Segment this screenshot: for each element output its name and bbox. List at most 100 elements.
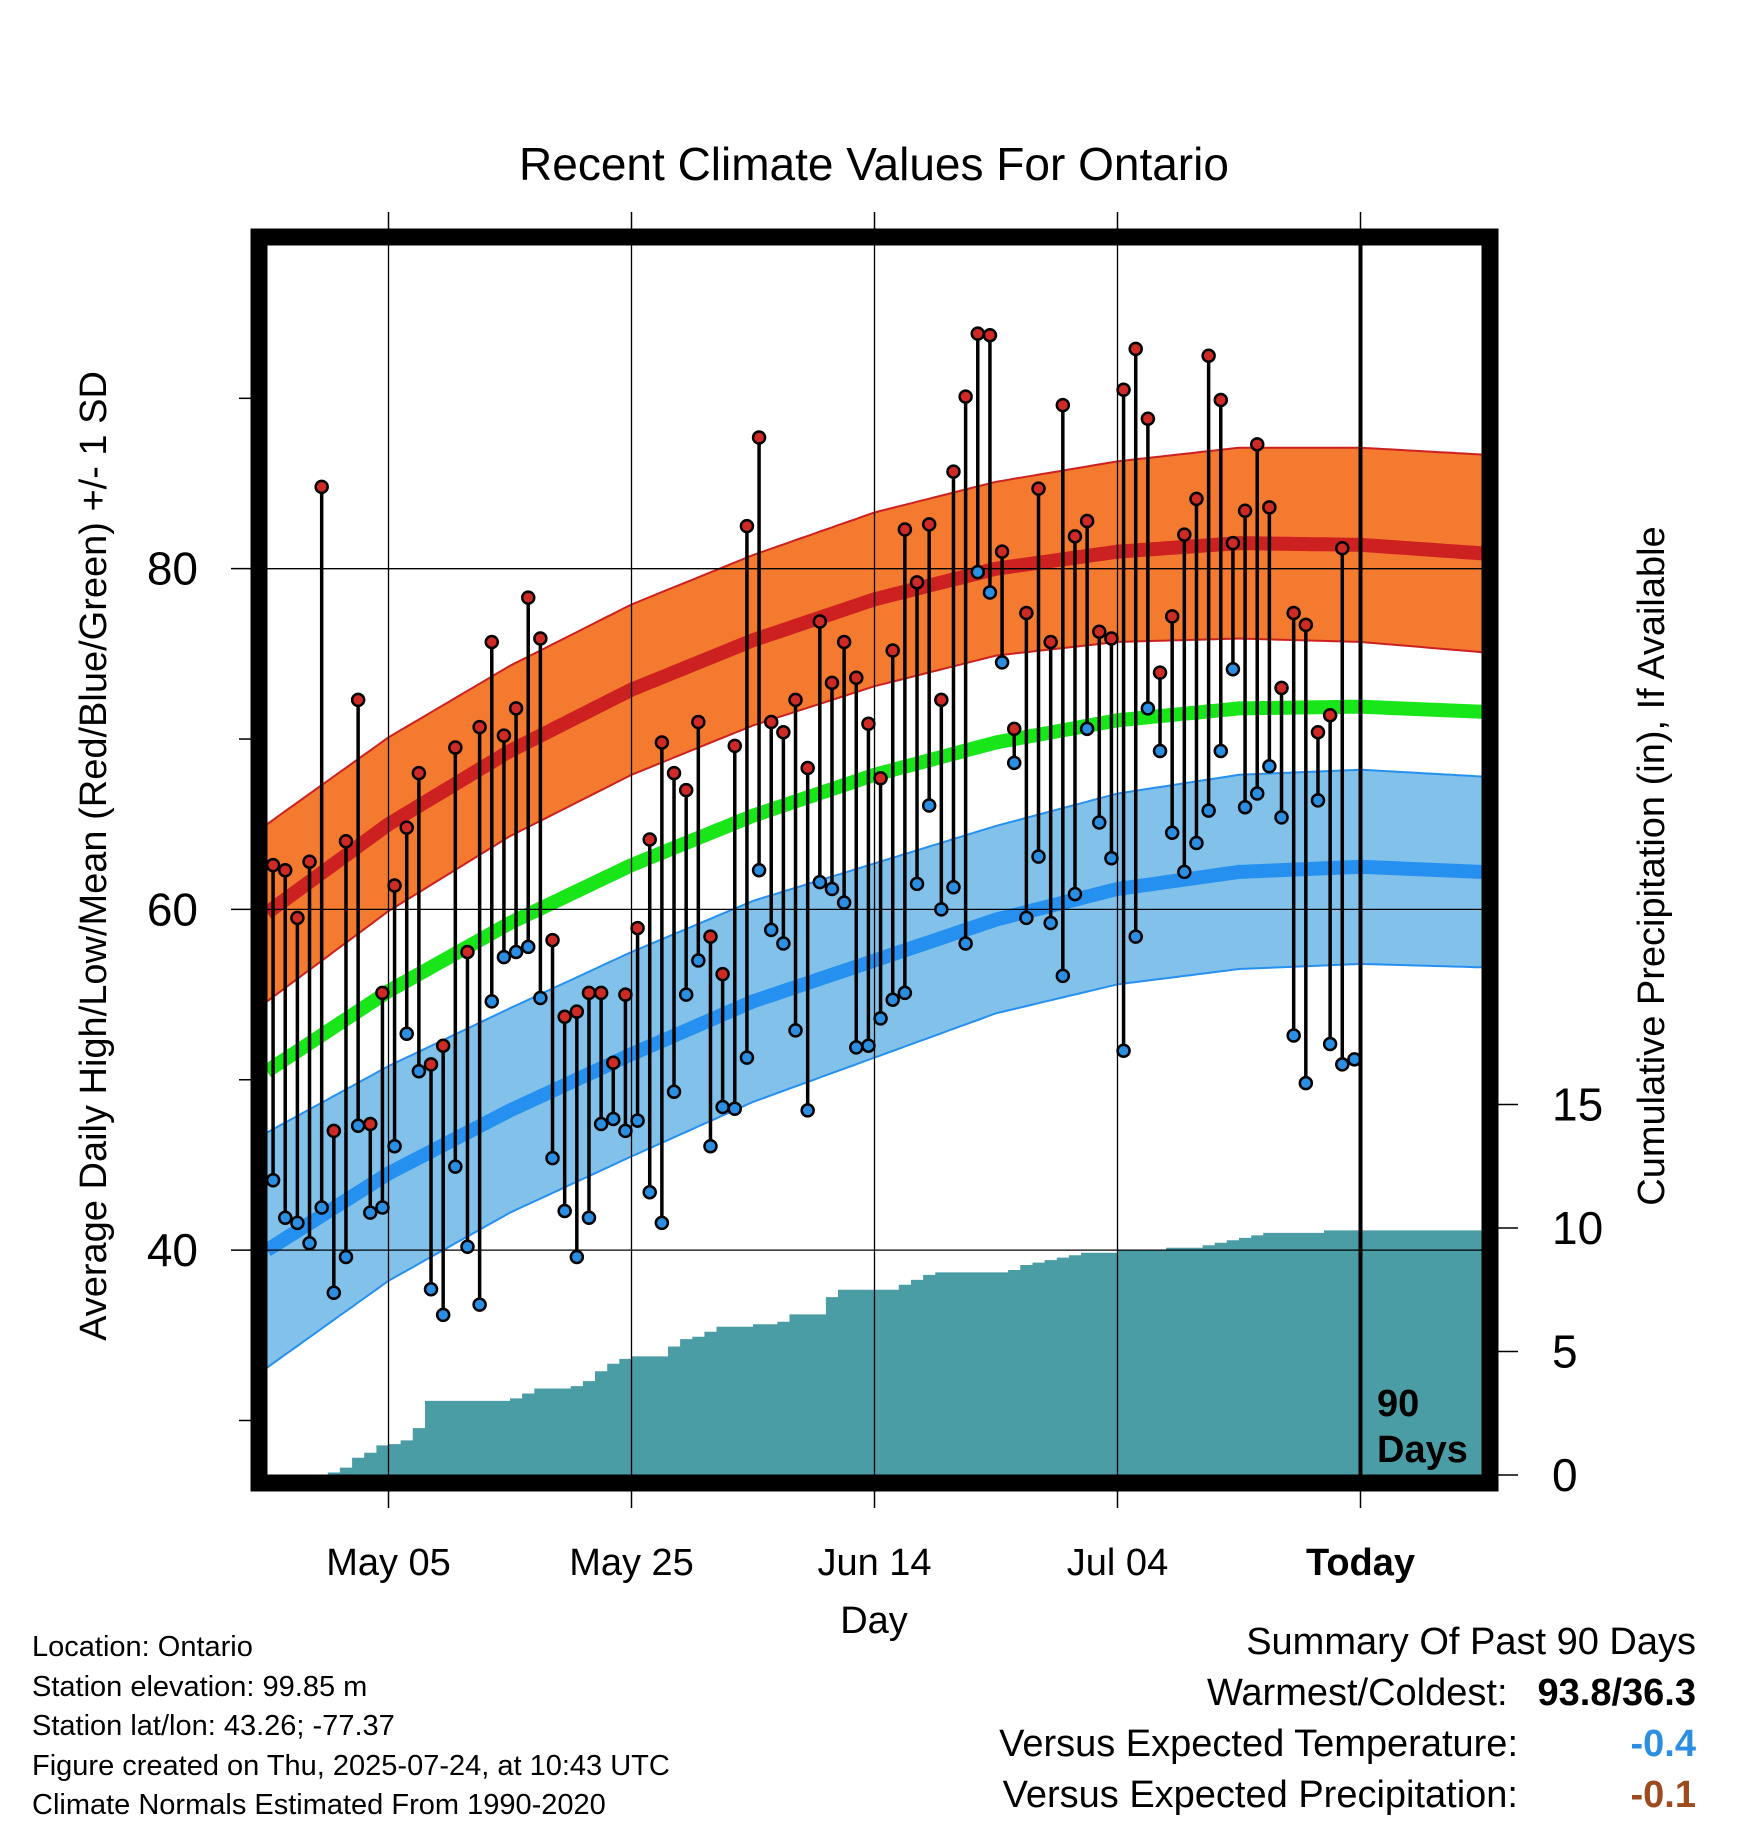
y-axis-label: Average Daily High/Low/Mean (Red/Blue/Gr… — [73, 371, 115, 1341]
daily-low-point — [678, 987, 694, 1002]
temp-anomaly-label: Versus Expected Temperature: — [999, 1723, 1518, 1765]
daily-high-point — [630, 920, 645, 936]
daily-high-point — [472, 719, 487, 735]
daily-low-point — [800, 1103, 815, 1118]
daily-low-point — [508, 944, 524, 960]
daily-high-point — [1286, 605, 1301, 621]
plot-frame — [250, 228, 1499, 1492]
daily-high-point — [776, 724, 791, 740]
daily-high-point — [557, 1009, 572, 1024]
daily-low-point — [1031, 849, 1046, 864]
daily-low-point — [1286, 1028, 1301, 1043]
daily-low-point — [302, 1236, 317, 1251]
daily-low-point — [666, 1084, 682, 1099]
precip-anomaly-label: Versus Expected Precipitation: — [1002, 1774, 1518, 1816]
daily-high-point — [921, 517, 937, 532]
daily-low-point — [630, 1113, 645, 1128]
daily-low-point — [994, 655, 1010, 670]
y-tick-label: 40 — [147, 1224, 198, 1276]
warmest-coldest-row: Warmest/Coldest: 93.8/36.3 — [999, 1668, 1696, 1719]
daily-low-point — [1067, 886, 1083, 902]
daily-high-point — [338, 834, 354, 849]
daily-low-point — [290, 1215, 305, 1231]
daily-low-point — [435, 1307, 451, 1323]
daily-high-point — [1298, 617, 1314, 633]
y2-axis-label: Cumulative Precipitation (in), If Availa… — [1631, 526, 1673, 1205]
daily-low-point — [581, 1210, 597, 1226]
daily-low-point — [1043, 915, 1058, 931]
daily-high-point — [1152, 665, 1168, 680]
chart-title: Recent Climate Values For Ontario — [519, 138, 1229, 190]
daily-low-point — [1310, 793, 1326, 808]
daily-low-point — [1055, 968, 1071, 984]
daily-high-point — [873, 770, 888, 786]
daily-high-point — [520, 590, 536, 605]
daily-high-point — [618, 987, 633, 1002]
daily-low-point — [1177, 864, 1192, 880]
daily-high-point — [1335, 540, 1350, 556]
daily-high-point — [314, 479, 329, 495]
daily-high-point — [1164, 609, 1180, 624]
daily-low-point — [1225, 661, 1241, 677]
daily-high-point — [326, 1123, 342, 1139]
daily-low-point — [1298, 1075, 1314, 1091]
daily-low-point — [836, 895, 852, 910]
daily-high-point — [885, 643, 900, 658]
daily-high-point — [1006, 721, 1022, 737]
daily-low-point — [399, 1026, 414, 1042]
y2-tick-label: 10 — [1552, 1202, 1603, 1254]
summary-heading: Summary Of Past 90 Days — [1246, 1621, 1696, 1663]
latlon-text: Station lat/lon: 43.26; -77.37 — [32, 1710, 395, 1742]
daily-high-point — [1225, 535, 1241, 551]
daily-high-point — [508, 701, 524, 716]
daily-high-point — [1310, 724, 1326, 740]
temp-anomaly-value: -0.4 — [1630, 1723, 1696, 1765]
daily-low-point — [1116, 1043, 1131, 1059]
normals-text: Climate Normals Estimated From 1990-2020 — [32, 1789, 606, 1821]
y-tick-label: 60 — [147, 883, 198, 935]
daily-low-point — [1128, 929, 1143, 944]
daily-high-point — [824, 675, 840, 691]
daily-high-point — [569, 1004, 585, 1019]
daily-high-point — [277, 862, 293, 878]
daily-high-point — [363, 1116, 378, 1132]
y2-tick-label: 5 — [1552, 1325, 1578, 1377]
daily-low-point — [788, 1023, 803, 1038]
daily-high-point — [581, 985, 597, 1001]
created-text: Figure created on Thu, 2025-07-24, at 10… — [32, 1749, 670, 1782]
daily-low-point — [545, 1150, 560, 1166]
daily-high-point — [812, 614, 828, 629]
location-text: Location: Ontario — [32, 1631, 253, 1663]
daily-high-point — [763, 714, 779, 730]
daily-low-point — [1274, 810, 1289, 825]
daily-low-point — [873, 1011, 888, 1026]
daily-low-point — [1164, 825, 1180, 840]
daily-low-point — [1249, 786, 1265, 801]
daily-high-point — [375, 985, 390, 1001]
daily-low-point — [265, 1173, 281, 1188]
y-tick-label: 80 — [147, 543, 198, 595]
daily-low-point — [472, 1297, 487, 1312]
daily-high-point — [1140, 411, 1156, 427]
daily-low-point — [970, 564, 986, 580]
daily-low-point — [557, 1203, 572, 1219]
daily-low-point — [654, 1215, 670, 1231]
daily-low-point — [363, 1205, 378, 1220]
daily-low-point — [1189, 835, 1204, 851]
daily-low-point — [277, 1210, 293, 1226]
daily-high-point — [411, 765, 427, 781]
daily-high-point — [1067, 529, 1083, 544]
daily-low-point — [1262, 759, 1277, 774]
daily-high-point — [800, 760, 815, 776]
daily-high-point — [1116, 382, 1131, 398]
daily-high-point — [1019, 605, 1034, 621]
daily-low-point — [1079, 721, 1095, 737]
daily-low-point — [593, 1116, 609, 1132]
daily-high-point — [1201, 348, 1216, 363]
summary-panel: Summary Of Past 90 Days Warmest/Coldest:… — [999, 1617, 1696, 1821]
daily-low-point — [1152, 743, 1168, 759]
daily-low-point — [1006, 755, 1022, 771]
daily-high-point — [727, 738, 743, 754]
daily-high-point — [982, 328, 998, 343]
daily-low-point — [375, 1200, 390, 1215]
